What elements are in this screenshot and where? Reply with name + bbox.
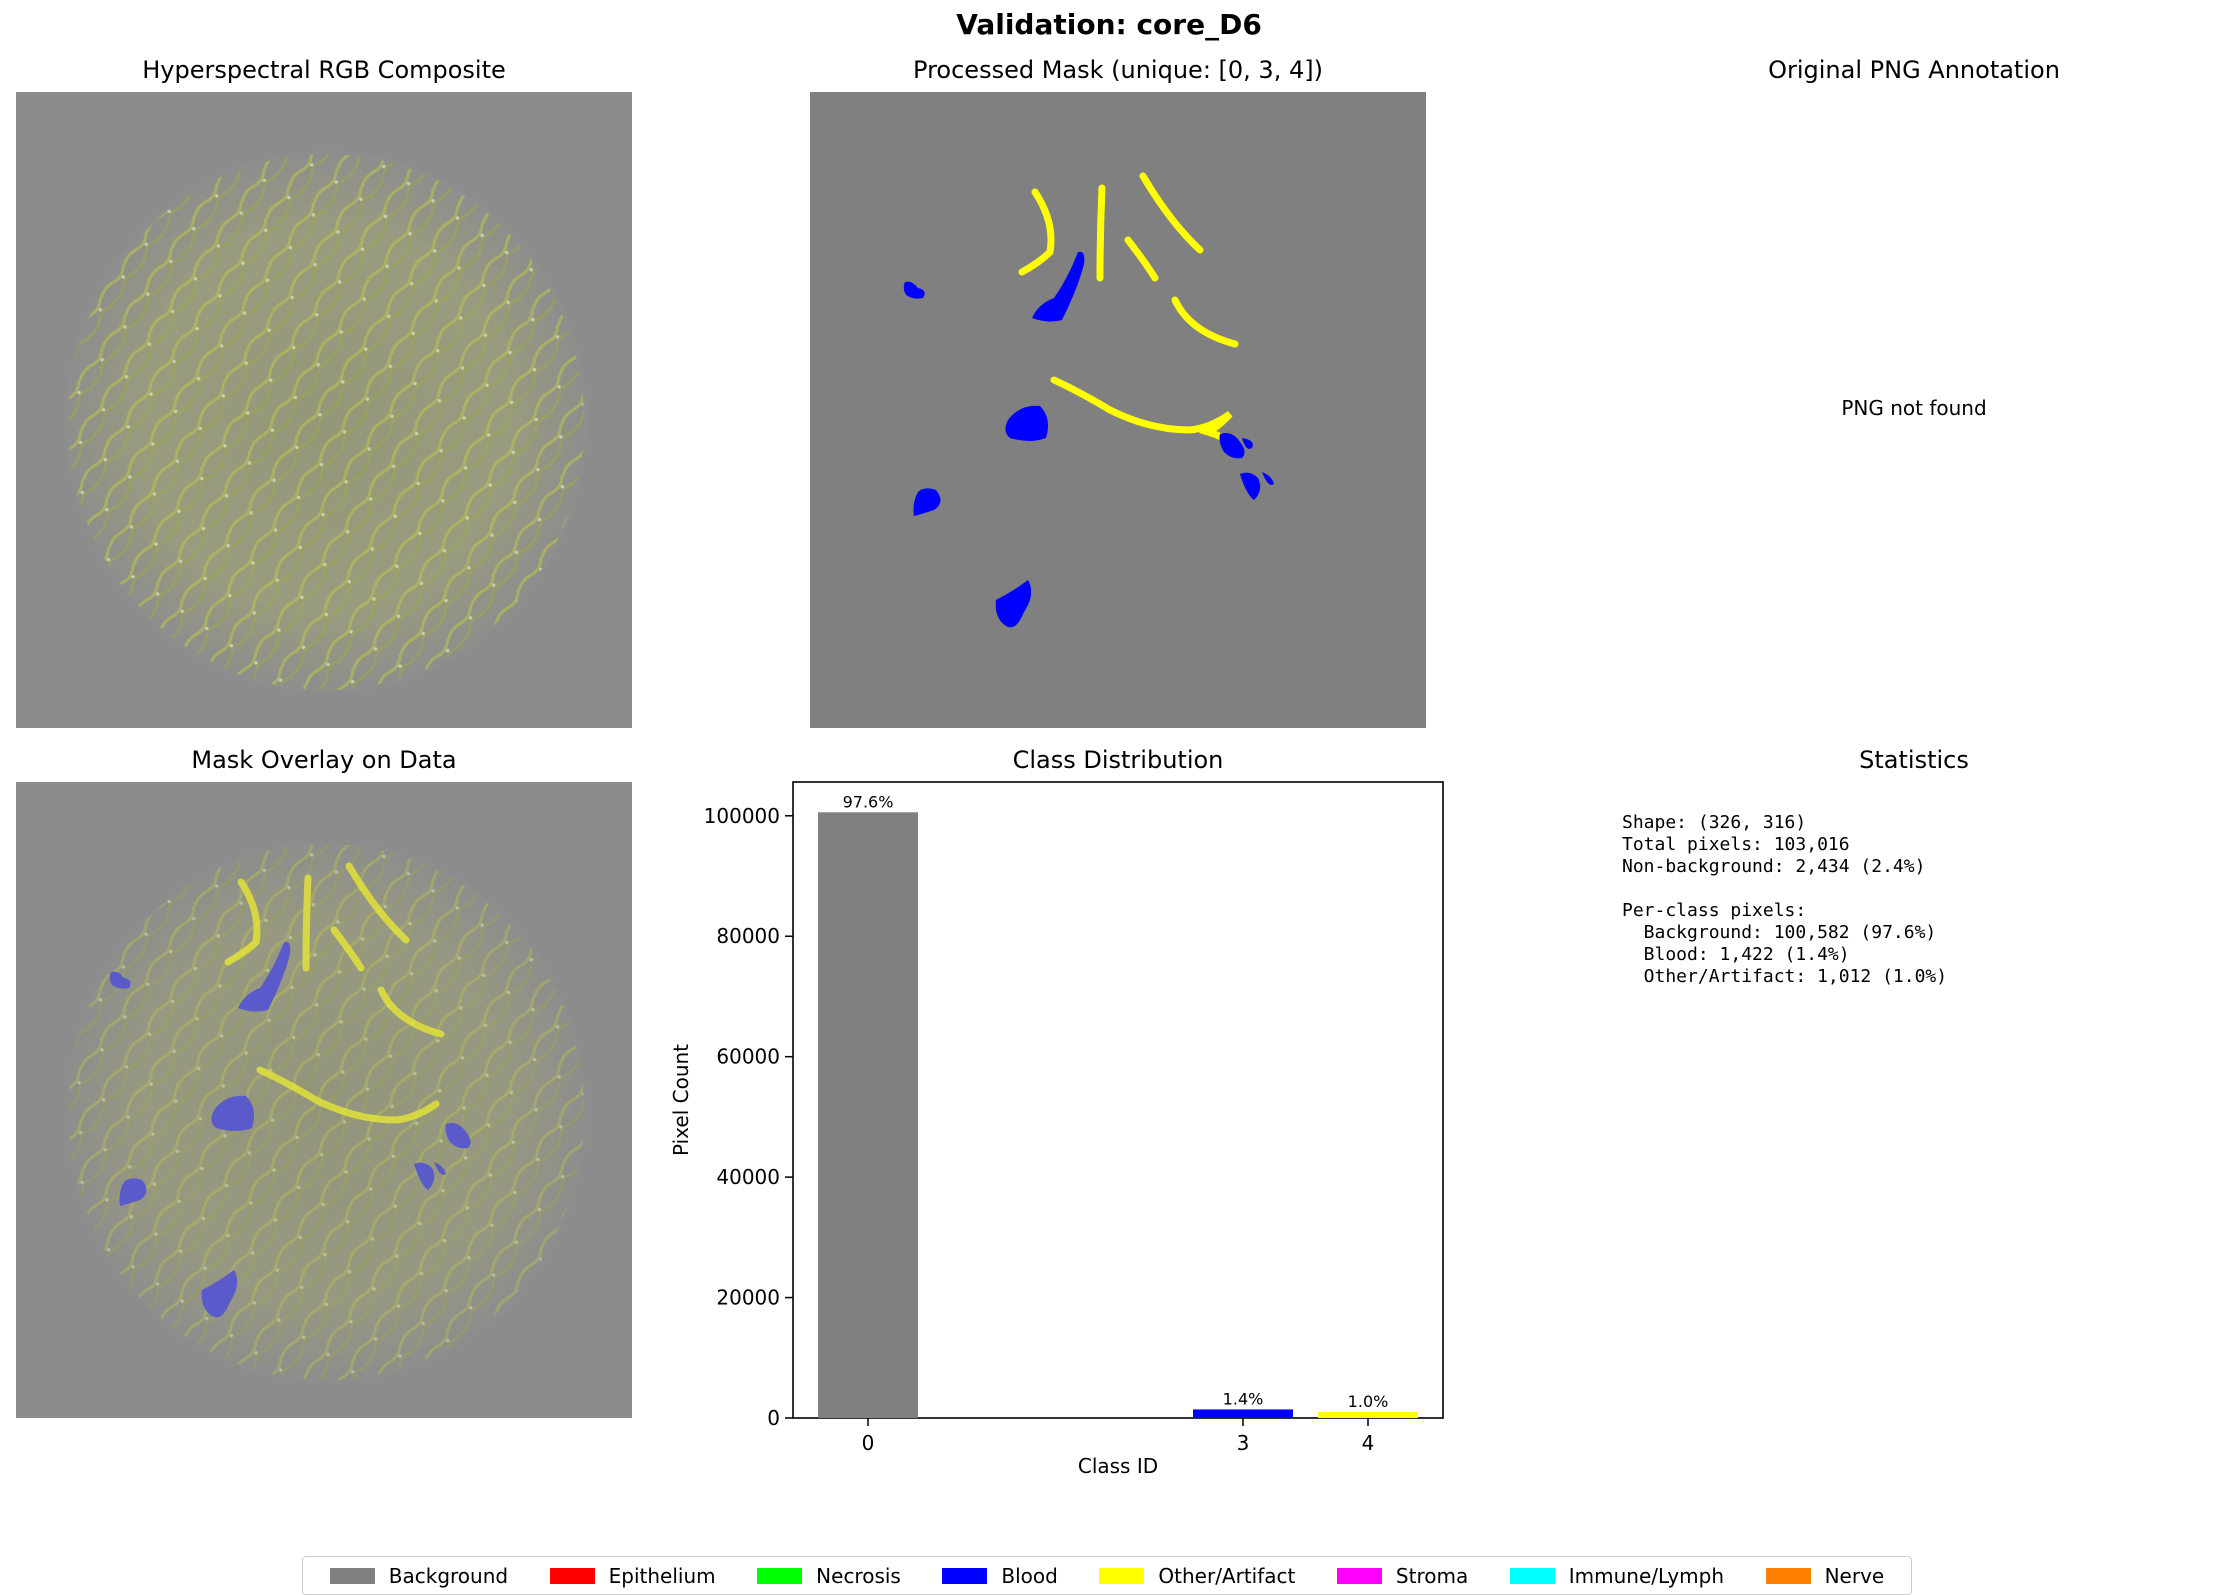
y-tick-label: 0 <box>767 1406 780 1430</box>
x-tick-label: 0 <box>862 1431 875 1455</box>
stats-panel-title: Statistics <box>1859 746 1969 774</box>
legend-label: Stroma <box>1395 1563 1469 1588</box>
bar-value-label: 97.6% <box>843 792 894 811</box>
legend-swatch <box>329 1567 375 1584</box>
png-not-found-message: PNG not found <box>1841 396 1987 420</box>
x-tick-label: 3 <box>1237 1431 1250 1455</box>
legend-item: Immune/Lymph <box>1509 1563 1725 1588</box>
statistics-line <box>1622 878 1947 900</box>
mask-panel-title: Processed Mask (unique: [0, 3, 4]) <box>913 56 1323 84</box>
y-tick-label: 100000 <box>704 804 780 828</box>
legend-label: Nerve <box>1824 1563 1885 1588</box>
statistics-line: Non-background: 2,434 (2.4%) <box>1622 856 1926 877</box>
legend-label: Necrosis <box>816 1563 901 1588</box>
bar-class-3 <box>1193 1409 1293 1418</box>
legend-swatch <box>1765 1567 1811 1584</box>
statistics-line: Other/Artifact: 1,012 (1.0%) <box>1622 966 1948 987</box>
x-tick-label: 4 <box>1362 1431 1375 1455</box>
statistics-line: Per-class pixels: <box>1622 900 1807 921</box>
bar-class-0 <box>818 812 918 1418</box>
legend-label: Background <box>388 1563 509 1588</box>
y-axis-label: Pixel Count <box>669 1044 693 1156</box>
bar-value-label: 1.4% <box>1223 1389 1264 1408</box>
legend-label: Epithelium <box>608 1563 716 1588</box>
legend-item: Background <box>329 1563 509 1588</box>
bar-value-label: 1.0% <box>1348 1392 1389 1411</box>
processed-mask-image <box>810 92 1426 728</box>
legend-swatch <box>1099 1567 1145 1584</box>
legend-item: Other/Artifact <box>1099 1564 1295 1588</box>
statistics-text: Shape: (326, 316) Total pixels: 103,016 No… <box>1622 812 1947 988</box>
legend-item: Blood <box>942 1563 1058 1588</box>
y-tick-label: 80000 <box>716 924 780 948</box>
mask-overlay-image <box>16 782 632 1418</box>
legend-label: Blood <box>1001 1563 1058 1588</box>
y-tick-label: 40000 <box>716 1165 780 1189</box>
legend-swatch <box>1336 1567 1382 1584</box>
bar-class-4 <box>1318 1411 1418 1418</box>
legend-swatch <box>549 1567 595 1584</box>
legend-item: Necrosis <box>757 1564 901 1588</box>
y-tick-label: 60000 <box>716 1045 780 1069</box>
legend-label: Other/Artifact <box>1158 1563 1296 1588</box>
class-legend: Background Epithelium Necrosis Blood Other/A… <box>302 1556 1912 1595</box>
legend-swatch <box>942 1567 988 1584</box>
png-panel-title: Original PNG Annotation <box>1768 56 2060 84</box>
legend-item: Epithelium <box>549 1563 716 1588</box>
legend-swatch <box>1509 1567 1555 1584</box>
rgb-panel-title: Hyperspectral RGB Composite <box>142 56 506 84</box>
legend-swatch <box>757 1567 803 1584</box>
overlay-panel-title: Mask Overlay on Data <box>191 746 457 774</box>
legend-item: Nerve <box>1765 1563 1885 1588</box>
x-axis-label: Class ID <box>1078 1454 1158 1478</box>
y-tick-label: 20000 <box>716 1286 780 1310</box>
statistics-line: Shape: (326, 316) <box>1622 812 1807 833</box>
rgb-composite-image <box>16 92 632 728</box>
legend-item: Stroma <box>1336 1563 1469 1588</box>
statistics-line: Total pixels: 103,016 <box>1622 834 1850 855</box>
statistics-line: Background: 100,582 (97.6%) <box>1622 922 1937 943</box>
statistics-line: Blood: 1,422 (1.4%) <box>1622 944 1850 965</box>
figure-title: Validation: core_D6 <box>956 8 1262 41</box>
legend-label: Immune/Lymph <box>1568 1563 1725 1588</box>
distribution-panel-title: Class Distribution <box>1012 746 1224 774</box>
class-distribution-chart: 97.6% 1.4% 1.0% 0 20000 40000 60000 80000 10000… <box>669 781 1444 1478</box>
